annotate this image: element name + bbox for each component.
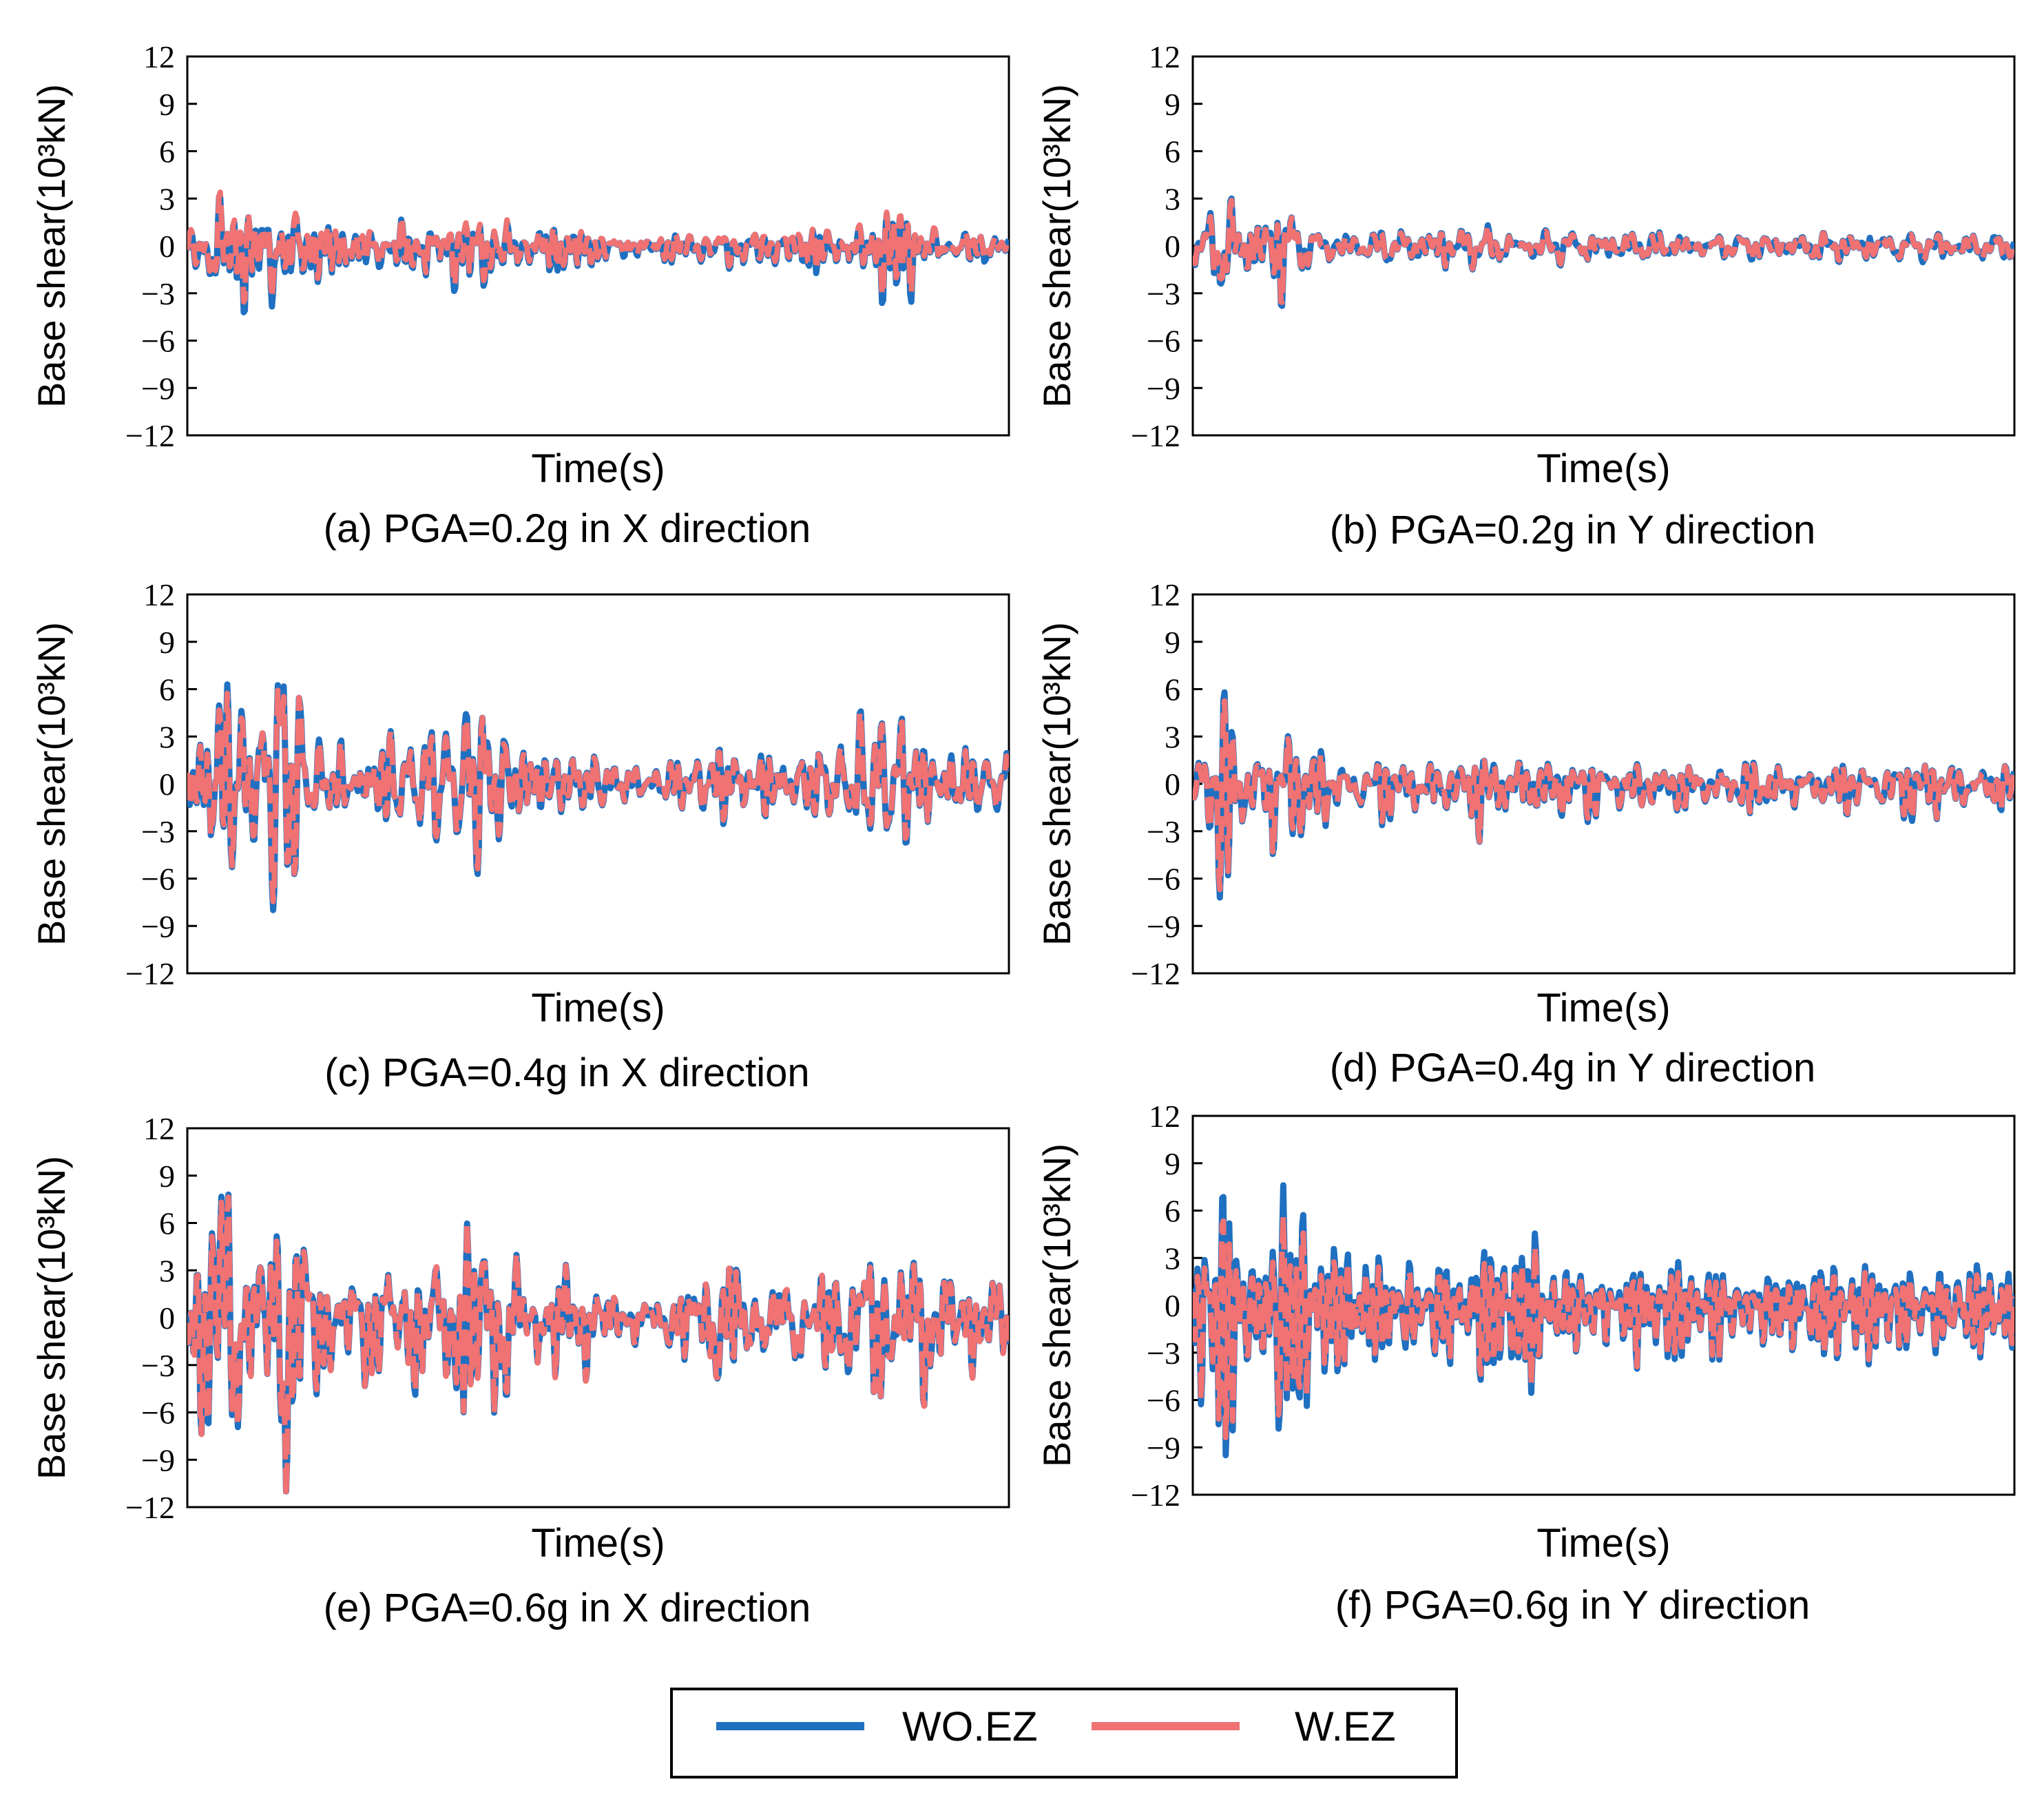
- panel-caption: (c) PGA=0.4g in X direction: [324, 1050, 809, 1095]
- y-tick-label: 0: [159, 767, 175, 802]
- series-line-w-ez: [1193, 1213, 2014, 1440]
- x-axis-label: Time(s): [531, 446, 665, 491]
- x-axis-label: Time(s): [531, 986, 665, 1030]
- y-tick-label: −3: [141, 1348, 175, 1383]
- y-tick-label: −12: [1131, 1478, 1180, 1513]
- y-tick-label: −3: [141, 276, 175, 311]
- chart-panel-d: 12 9 6 3 0 −3 −6 −9 −12 Base shear(10³kN) Time(s) (…: [1035, 577, 2016, 1090]
- y-tick-label: −3: [141, 814, 175, 849]
- y-tick-label: −6: [141, 1396, 175, 1431]
- panel-caption: (b) PGA=0.2g in Y direction: [1330, 508, 1816, 552]
- y-tick-label: −6: [1147, 1383, 1180, 1418]
- y-tick-label: 0: [159, 229, 175, 264]
- y-tick-label: −3: [1147, 1336, 1180, 1371]
- chart-panel-b: 12 9 6 3 0 −3 −6 −9 −12 Base shear(10³kN) Time(s) (…: [1035, 39, 2016, 552]
- y-tick-label: −3: [1147, 276, 1180, 311]
- legend-label-w-ez: W.EZ: [1295, 1703, 1396, 1750]
- y-tick-label: −12: [1131, 418, 1180, 453]
- y-tick-label: 12: [1149, 577, 1180, 612]
- series-line-w-ez: [1193, 198, 2014, 305]
- legend-label-wo-ez: WO.EZ: [902, 1703, 1038, 1750]
- y-tick-label: 12: [1149, 39, 1180, 74]
- y-tick-label: −9: [1147, 371, 1180, 406]
- x-axis-label: Time(s): [1536, 986, 1670, 1030]
- y-tick-label: −9: [141, 909, 175, 944]
- y-tick-label: 9: [159, 625, 175, 660]
- series-line-wo-ez: [1193, 195, 2014, 309]
- y-tick-label: 12: [143, 577, 175, 612]
- x-axis-label: Time(s): [1536, 1521, 1670, 1566]
- y-tick-label: −12: [1131, 956, 1180, 991]
- chart-panel-c: 12 9 6 3 0 −3 −6 −9 −12 Base shear(10³kN) Time(s) (…: [30, 577, 1010, 1095]
- series-line-w-ez: [187, 189, 1009, 305]
- y-tick-label: 3: [159, 1253, 175, 1288]
- y-axis-label: Base shear(10³kN): [30, 1156, 73, 1480]
- y-tick-label: −6: [1147, 862, 1180, 897]
- y-tick-label: 3: [159, 181, 175, 216]
- y-tick-label: 12: [143, 39, 175, 74]
- y-tick-label: 9: [1165, 87, 1180, 122]
- y-tick-label: 3: [159, 719, 175, 754]
- y-tick-label: 3: [1165, 181, 1180, 216]
- y-tick-label: −12: [125, 418, 175, 453]
- y-tick-label: 6: [1165, 672, 1180, 707]
- series-line-w-ez: [1193, 698, 2014, 893]
- y-tick-label: −3: [1147, 814, 1180, 849]
- panel-caption: (a) PGA=0.2g in X direction: [324, 506, 811, 551]
- y-tick-label: −9: [1147, 909, 1180, 944]
- y-axis-label: Base shear(10³kN): [1035, 1143, 1078, 1467]
- panels: 12 9 6 3 0 −3 −6 −9 −12 Base shear(10³kN) Time(s) (…: [30, 39, 2016, 1630]
- y-tick-label: −6: [1147, 324, 1180, 359]
- y-axis-label: Base shear(10³kN): [30, 622, 73, 946]
- y-tick-label: 3: [1165, 719, 1180, 754]
- y-axis-label: Base shear(10³kN): [30, 84, 73, 408]
- y-tick-label: 0: [1165, 1288, 1180, 1323]
- y-axis-label: Base shear(10³kN): [1035, 84, 1078, 408]
- x-axis-label: Time(s): [1536, 446, 1670, 491]
- y-tick-label: 6: [1165, 1194, 1180, 1229]
- y-tick-label: 0: [1165, 767, 1180, 802]
- y-tick-label: 9: [159, 1159, 175, 1194]
- legend: WO.EZ W.EZ: [670, 1688, 1458, 1779]
- y-tick-label: −9: [1147, 1430, 1180, 1465]
- series-line-w-ez: [187, 687, 1009, 904]
- y-tick-label: −6: [141, 862, 175, 897]
- x-axis-label: Time(s): [531, 1521, 665, 1566]
- y-tick-label: −12: [125, 956, 175, 991]
- y-tick-label: −6: [141, 324, 175, 359]
- chart-panel-f: 12 9 6 3 0 −3 −6 −9 −12 Base shear(10³kN) Time(s) (…: [1035, 1099, 2016, 1628]
- y-tick-label: 6: [159, 134, 175, 169]
- chart-panel-a: 12 9 6 3 0 −3 −6 −9 −12 Base shear(10³kN) Time(s) (…: [30, 39, 1010, 551]
- legend-box: [670, 1688, 1458, 1779]
- y-axis-label: Base shear(10³kN): [1035, 622, 1078, 946]
- chart-panel-e: 12 9 6 3 0 −3 −6 −9 −12 Base shear(10³kN) Time(s) (…: [30, 1111, 1010, 1630]
- y-tick-label: −9: [141, 1442, 175, 1478]
- y-tick-label: 6: [159, 1206, 175, 1241]
- panel-caption: (e) PGA=0.6g in X direction: [324, 1586, 811, 1630]
- y-tick-label: 9: [1165, 1146, 1180, 1181]
- y-tick-label: 9: [1165, 625, 1180, 660]
- y-tick-label: 6: [159, 672, 175, 707]
- panel-caption: (f) PGA=0.6g in Y direction: [1335, 1583, 1810, 1628]
- panel-caption: (d) PGA=0.4g in Y direction: [1330, 1046, 1816, 1090]
- y-tick-label: 0: [1165, 229, 1180, 264]
- y-tick-label: 9: [159, 87, 175, 122]
- y-tick-label: −12: [125, 1490, 175, 1525]
- series-line-w-ez: [187, 1194, 1009, 1499]
- y-tick-label: 12: [143, 1111, 175, 1146]
- y-tick-label: 12: [1149, 1099, 1180, 1134]
- y-tick-label: 6: [1165, 134, 1180, 169]
- y-tick-label: −9: [141, 371, 175, 406]
- y-tick-label: 3: [1165, 1241, 1180, 1276]
- y-tick-label: 0: [159, 1300, 175, 1336]
